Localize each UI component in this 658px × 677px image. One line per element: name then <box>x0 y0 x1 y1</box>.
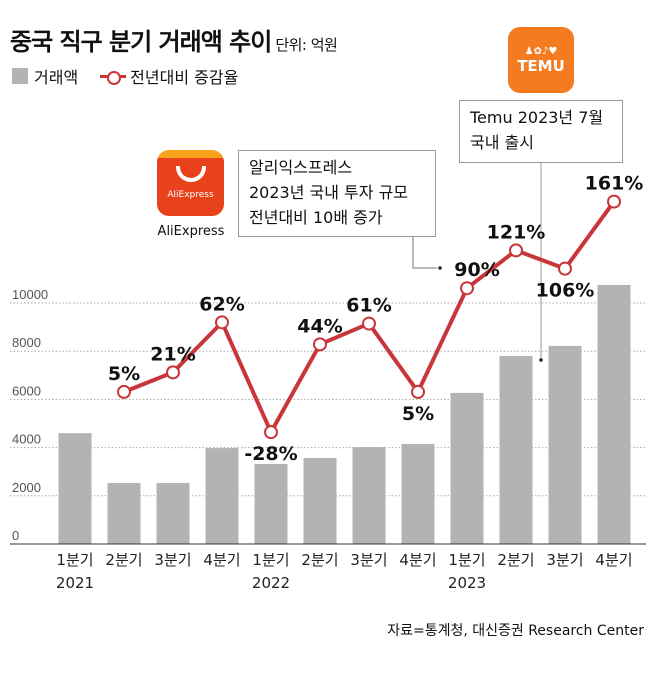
x-year-label: 2021 <box>56 574 94 592</box>
line-point <box>509 243 523 258</box>
aliexpress-caption: AliExpress <box>157 224 225 239</box>
annotation-line: 국내 출시 <box>470 133 534 152</box>
legend-bar-label: 거래액 <box>34 68 79 87</box>
y-tick-label: 8000 <box>12 335 41 350</box>
x-tick-label: 1분기 <box>56 551 93 569</box>
y-tick-label: 0 <box>12 528 19 543</box>
annotation-line: 전년대비 10배 증가 <box>249 208 383 227</box>
line-point <box>607 194 621 209</box>
legend-line-label: 전년대비 증감율 <box>130 68 239 87</box>
x-tick-label: 2분기 <box>301 551 338 569</box>
x-tick-label: 2분기 <box>497 551 534 569</box>
aliexpress-connector <box>412 237 437 269</box>
line-point <box>117 384 131 399</box>
y-tick-label: 2000 <box>12 480 41 495</box>
annotation-line: 알리익스프레스 <box>249 158 353 177</box>
data-label: 61% <box>346 295 391 317</box>
line-point <box>558 261 572 276</box>
data-label: 106% <box>536 280 595 302</box>
bar <box>352 447 386 544</box>
x-year-label: 2022 <box>252 574 290 592</box>
aliexpress-logo-text: AliExpress <box>167 190 214 200</box>
annotation-line: Temu 2023년 7월 <box>470 108 604 127</box>
legend-bar-swatch <box>12 68 28 84</box>
data-label: 161% <box>585 173 644 195</box>
bar <box>254 463 288 544</box>
temu-logo-text: TEMU <box>517 56 565 75</box>
data-label: 90% <box>454 259 499 281</box>
legend-line-swatch <box>100 69 127 85</box>
bag-smile-icon <box>175 166 206 182</box>
connector-dot <box>438 266 442 270</box>
chart-title: 중국 직구 분기 거래액 추이 단위: 억원 <box>10 22 338 57</box>
x-tick-label: 1분기 <box>252 551 289 569</box>
x-tick-label: 3분기 <box>546 551 583 569</box>
line-point <box>362 316 376 331</box>
line-point <box>215 315 229 330</box>
bar <box>303 457 337 544</box>
legend: 거래액 전년대비 증감율 <box>12 64 238 88</box>
title-text: 중국 직구 분기 거래액 추이 <box>10 28 272 56</box>
line-point <box>264 425 278 440</box>
bar <box>58 433 92 544</box>
bar <box>548 345 582 544</box>
x-tick-label: 3분기 <box>350 551 387 569</box>
source-note: 자료=통계청, 대신증권 Research Center <box>387 623 644 639</box>
data-label: 121% <box>487 221 546 243</box>
annotation-line: 2023년 국내 투자 규모 <box>249 183 409 202</box>
unit-label: 단위: 억원 <box>275 36 338 54</box>
data-label: 5% <box>402 403 434 425</box>
x-tick-label: 3분기 <box>154 551 191 569</box>
temu-logo: ♟✿♪♥ TEMU <box>508 27 574 93</box>
y-tick-label: 10000 <box>12 287 48 302</box>
x-year-label: 2023 <box>448 574 486 592</box>
bar <box>499 356 533 544</box>
line-point <box>313 337 327 352</box>
bar <box>205 448 239 544</box>
bar <box>597 284 631 544</box>
y-tick-label: 4000 <box>12 432 41 447</box>
line-point <box>411 384 425 399</box>
x-tick-label: 4분기 <box>595 551 632 569</box>
x-tick-label: 2분기 <box>105 551 142 569</box>
data-label: 21% <box>150 343 195 365</box>
line-point <box>166 365 180 380</box>
line-point <box>460 281 474 296</box>
data-label: 62% <box>199 293 244 315</box>
data-label: 5% <box>108 363 140 385</box>
x-tick-label: 1분기 <box>448 551 485 569</box>
x-tick-label: 4분기 <box>203 551 240 569</box>
aliexpress-annotation: 알리익스프레스 2023년 국내 투자 규모 전년대비 10배 증가 <box>238 150 436 237</box>
bar <box>107 483 141 544</box>
aliexpress-logo: AliExpress <box>157 150 224 216</box>
temu-annotation: Temu 2023년 7월 국내 출시 <box>459 100 623 163</box>
bar <box>156 483 190 544</box>
y-tick-label: 6000 <box>12 383 41 398</box>
bar <box>401 443 435 544</box>
data-label: -28% <box>244 443 297 465</box>
connector-dot <box>539 358 543 362</box>
bar <box>450 392 484 544</box>
x-tick-label: 4분기 <box>399 551 436 569</box>
data-label: 44% <box>297 315 342 337</box>
